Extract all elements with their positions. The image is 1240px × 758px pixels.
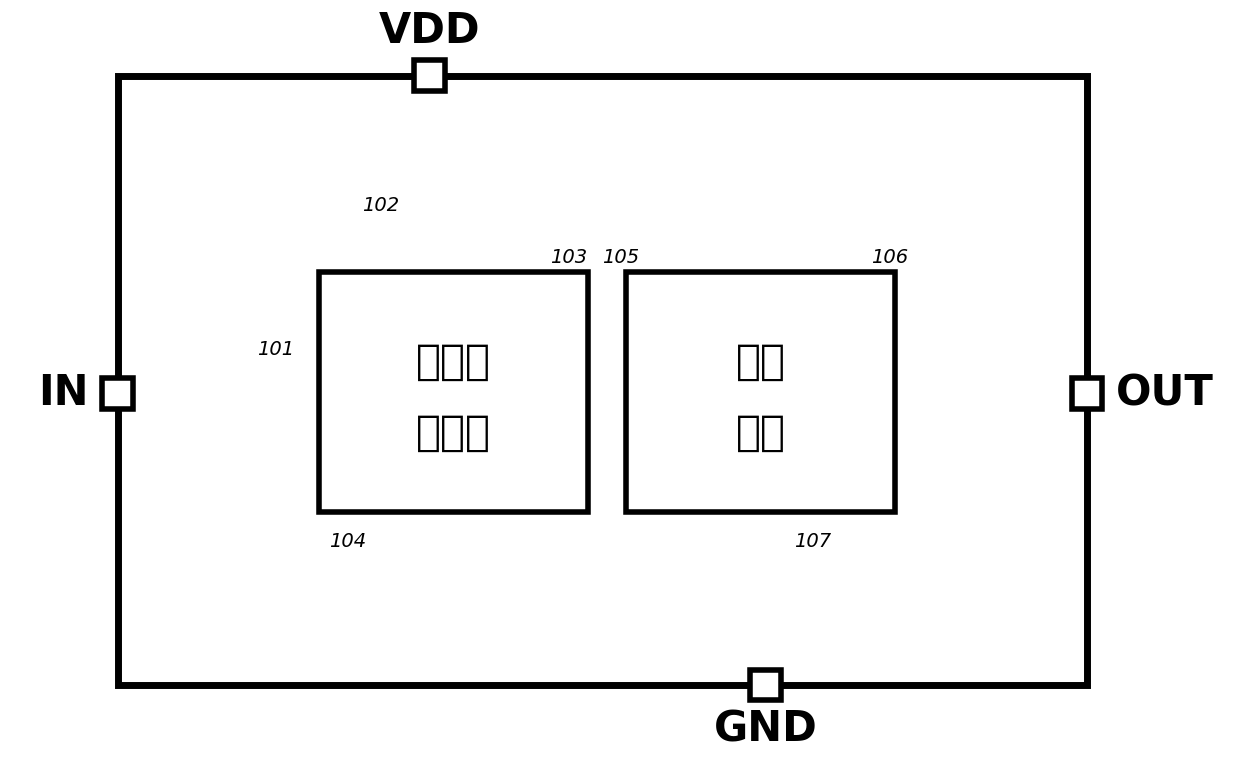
Text: 存储器: 存储器 (417, 412, 491, 453)
Text: 105: 105 (603, 249, 640, 268)
Text: 101: 101 (257, 340, 294, 359)
Text: IN: IN (38, 372, 89, 414)
Text: 106: 106 (872, 249, 908, 268)
Text: 可编程: 可编程 (417, 340, 491, 383)
Text: VDD: VDD (379, 10, 480, 52)
Bar (1071, 377, 1102, 409)
Text: 102: 102 (362, 196, 399, 215)
Text: GND: GND (714, 709, 817, 751)
Text: 103: 103 (549, 249, 587, 268)
Bar (750, 669, 781, 700)
Text: OUT: OUT (1116, 372, 1214, 414)
Text: 修正: 修正 (735, 340, 786, 383)
Text: 器件: 器件 (735, 412, 786, 453)
Bar (626, 272, 895, 512)
Bar (103, 377, 133, 409)
Text: 104: 104 (329, 531, 366, 550)
Bar (414, 60, 445, 91)
Bar (320, 272, 588, 512)
Text: 107: 107 (795, 531, 832, 550)
Bar (118, 76, 1087, 685)
